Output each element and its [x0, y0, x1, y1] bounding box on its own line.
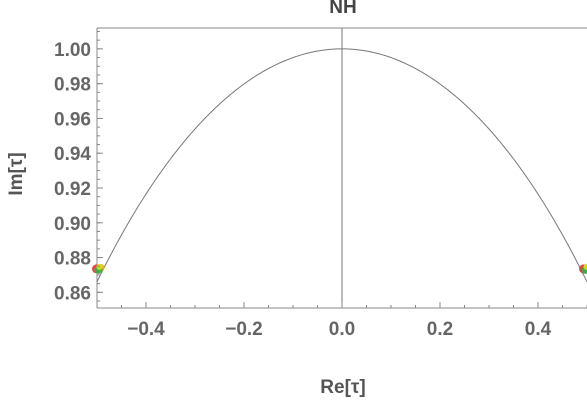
x-tick-label: −0.2	[225, 319, 263, 340]
x-tick-label: 0.4	[525, 319, 552, 340]
y-tick-label: 0.92	[54, 179, 91, 200]
curves	[96, 28, 587, 308]
data-point-marker	[96, 263, 103, 270]
y-tick-label: 1.00	[54, 40, 91, 61]
data-point-marker	[583, 263, 587, 270]
x-tick-label: −0.4	[127, 319, 165, 340]
y-tick-label: 0.86	[54, 283, 91, 304]
data-point-2	[579, 263, 587, 274]
y-tick-label: 0.90	[54, 214, 91, 235]
x-tick-label: 0.0	[329, 319, 355, 340]
chart-title: NH	[329, 0, 356, 18]
y-tick-label: 0.94	[54, 144, 91, 165]
x-axis-label: Re[τ]	[320, 377, 365, 398]
y-axis-ticks: 0.86 0.88 0.90 0.92 0.94 0.96 0.98 1.00	[54, 30, 103, 304]
y-tick-label: 0.96	[54, 109, 91, 130]
data-points	[91, 263, 587, 274]
x-tick-label: 0.2	[427, 319, 453, 340]
y-tick-label: 0.88	[54, 249, 91, 270]
data-point-1	[91, 263, 105, 274]
x-axis-ticks: −0.4 −0.2 0.0 0.2 0.4	[96, 302, 587, 340]
y-tick-label: 0.98	[54, 75, 91, 96]
y-axis-label: Im[τ]	[6, 152, 27, 195]
